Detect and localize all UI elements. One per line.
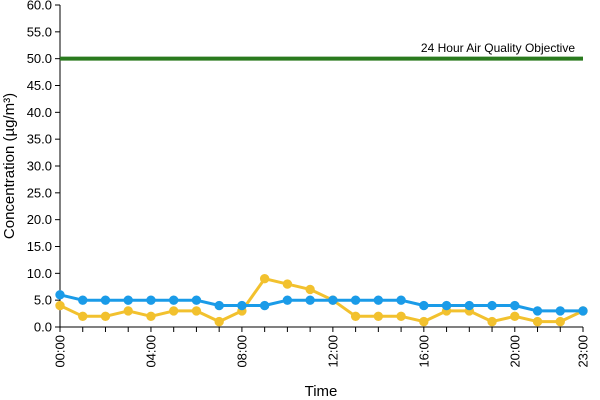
data-point <box>350 311 361 321</box>
y-tick-label: 5.0 <box>34 293 52 308</box>
data-point <box>487 300 497 311</box>
data-point <box>555 316 565 327</box>
data-point <box>373 311 384 321</box>
y-tick-label: 20.0 <box>27 212 52 227</box>
series-line <box>59 293 583 313</box>
data-point <box>168 306 179 316</box>
x-tick-label: 12:00 <box>325 335 340 368</box>
y-tick-label: 25.0 <box>27 185 52 200</box>
data-point <box>191 295 202 305</box>
data-point <box>510 311 520 321</box>
reference-line-label: 24 Hour Air Quality Objective <box>421 41 575 55</box>
plot-area: 0.0 5.0 10.0 15.0 20.0 25.0 30.0 35.0 40.0 45.0 50… <box>27 0 591 368</box>
data-point <box>146 295 156 305</box>
data-point <box>305 295 315 305</box>
data-point <box>396 311 406 321</box>
data-point <box>510 300 520 311</box>
data-point <box>237 300 247 311</box>
data-point <box>532 306 543 316</box>
y-axis-title: Concentration (µg/m³) <box>1 93 18 239</box>
data-point <box>487 316 497 327</box>
x-tick-label: 23:00 <box>576 335 591 368</box>
data-point <box>78 311 88 321</box>
data-point <box>55 290 65 300</box>
y-tick-label: 15.0 <box>27 239 52 254</box>
data-point <box>419 316 429 327</box>
data-point <box>373 295 384 305</box>
x-tick-label: 20:00 <box>507 335 522 368</box>
data-point <box>282 295 293 305</box>
data-point <box>328 295 338 305</box>
data-point <box>350 295 361 305</box>
x-tick-label: 16:00 <box>416 335 431 368</box>
data-point <box>259 300 270 311</box>
y-tick-label: 60.0 <box>27 0 52 13</box>
data-point <box>441 300 452 311</box>
x-axis-title: Time <box>305 383 338 400</box>
data-point <box>55 300 65 311</box>
data-point <box>123 306 133 316</box>
data-point <box>464 300 475 311</box>
data-point <box>214 316 224 327</box>
y-tick-label: 50.0 <box>27 51 52 66</box>
data-point <box>305 284 315 295</box>
data-point <box>146 311 156 321</box>
data-point <box>259 274 270 284</box>
data-point <box>578 306 588 316</box>
data-point <box>100 311 111 321</box>
data-point <box>191 306 202 316</box>
y-tick-label: 40.0 <box>27 105 52 120</box>
data-point <box>100 295 111 305</box>
data-point <box>214 300 224 311</box>
x-tick-label: 00:00 <box>53 335 68 368</box>
y-tick-label: 55.0 <box>27 24 52 39</box>
data-point <box>282 279 293 289</box>
data-point <box>168 295 179 305</box>
data-point <box>78 295 88 305</box>
y-tick-label: 0.0 <box>34 320 52 335</box>
x-tick-label: 04:00 <box>143 335 158 368</box>
data-point <box>555 306 565 316</box>
data-point <box>419 300 429 311</box>
data-point <box>396 295 406 305</box>
data-point <box>123 295 133 305</box>
y-tick-label: 30.0 <box>27 159 52 174</box>
y-tick-label: 35.0 <box>27 132 52 147</box>
y-tick-label: 45.0 <box>27 78 52 93</box>
data-point <box>532 316 543 327</box>
y-tick-label: 10.0 <box>27 266 52 281</box>
x-tick-label: 08:00 <box>234 335 249 368</box>
